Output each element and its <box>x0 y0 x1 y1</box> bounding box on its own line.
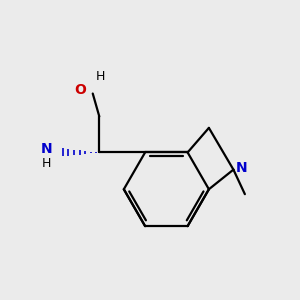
Text: H: H <box>96 70 105 83</box>
Text: H: H <box>42 158 51 170</box>
Text: N: N <box>236 161 248 175</box>
Text: N: N <box>40 142 52 155</box>
Text: O: O <box>74 82 86 97</box>
